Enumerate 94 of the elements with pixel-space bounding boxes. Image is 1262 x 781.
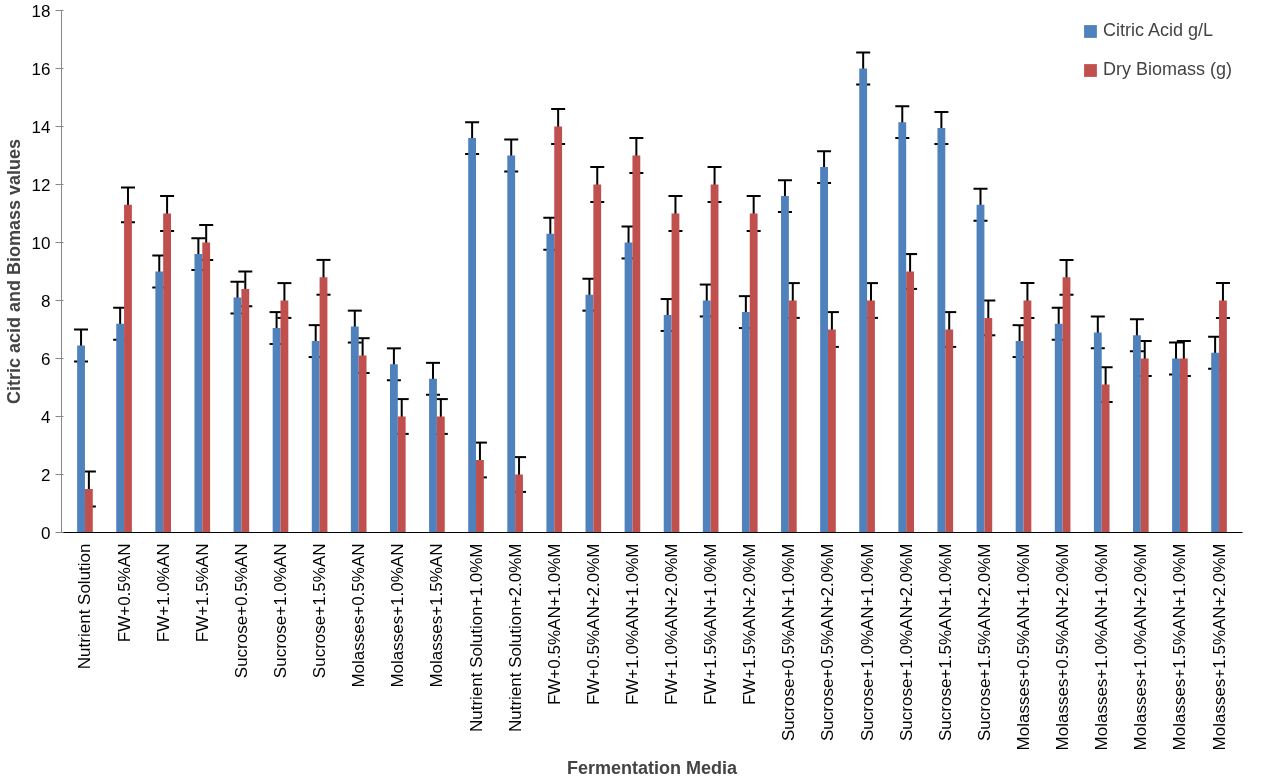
bar <box>116 323 125 533</box>
bar <box>429 378 437 533</box>
bar <box>749 213 758 533</box>
x-tick-label: Sucrose+1.5%AN+2.0%M <box>974 543 994 741</box>
bar <box>515 474 523 533</box>
bar <box>859 68 868 533</box>
x-tick-label: Sucrose+1.5%AN <box>310 543 330 679</box>
bar <box>241 288 250 533</box>
bar <box>1172 358 1180 533</box>
bar <box>827 329 836 533</box>
x-tick-label: Sucrose+1.0%AN+1.0%M <box>857 543 877 741</box>
x-axis-title: Fermentation Media <box>566 758 738 779</box>
bar <box>311 341 320 533</box>
bar <box>1093 332 1102 533</box>
x-tick-label: Molasses+0.5%AN+1.0%M <box>1014 543 1034 751</box>
y-tick-label: 6 <box>41 349 51 369</box>
bar <box>476 460 484 533</box>
x-tick-label: Molasses+0.5%AN+2.0%M <box>1053 543 1073 751</box>
x-tick-label: Molasses+1.5%AN+1.0%M <box>1170 543 1190 751</box>
bar <box>554 126 563 533</box>
bar <box>194 254 203 533</box>
bar <box>124 204 132 533</box>
bar <box>984 317 993 533</box>
x-tick-label: Molasses+1.0%AN+1.0%M <box>1092 543 1112 751</box>
bar <box>1054 323 1063 533</box>
bar <box>945 329 954 533</box>
x-tick-label: FW+1.0%AN+2.0%M <box>662 543 682 706</box>
bar <box>1101 384 1110 533</box>
bar <box>389 364 398 533</box>
x-tick-label: Sucrose+0.5%AN <box>231 543 251 679</box>
x-tick-label: Sucrose+1.0%AN+2.0%M <box>896 543 916 741</box>
bar <box>155 271 164 533</box>
x-tick-label: Nutrient Solution <box>75 543 95 670</box>
bar <box>163 213 171 533</box>
bar <box>77 345 85 533</box>
x-tick-label: FW+1.0%AN <box>153 543 173 643</box>
x-tick-label: Sucrose+0.5%AN+2.0%M <box>818 543 838 741</box>
x-tick-label: Molasses+0.5%AN <box>349 543 369 688</box>
x-tick-label: Sucrose+0.5%AN+1.0%M <box>779 543 799 741</box>
legend-label: Dry Biomass (g) <box>1102 59 1232 80</box>
x-tick-label: Molasses+1.0%AN <box>388 543 408 688</box>
bar <box>468 138 477 533</box>
x-tick-label: Sucrose+1.0%AN <box>270 543 290 679</box>
bar <box>898 122 907 533</box>
bar <box>663 315 672 533</box>
bar <box>867 300 875 533</box>
bar <box>1015 341 1024 533</box>
bar <box>358 355 367 533</box>
y-tick-label: 14 <box>31 117 51 137</box>
bar <box>1140 358 1149 533</box>
y-tick-label: 12 <box>31 175 51 195</box>
bar <box>280 300 289 533</box>
y-tick-label: 16 <box>31 59 51 79</box>
x-tick-label: FW+1.0%AN+1.0%M <box>622 543 642 706</box>
x-tick-label: FW+0.5%AN <box>114 543 134 643</box>
x-tick-label: FW+1.5%AN+2.0%M <box>740 543 760 706</box>
x-tick-label: Molasses+1.5%AN <box>427 543 447 688</box>
x-tick-label: Molasses+1.0%AN+2.0%M <box>1131 543 1151 751</box>
bar <box>1219 300 1227 533</box>
bar <box>202 242 211 533</box>
x-tick-label: FW+1.5%AN <box>192 543 212 643</box>
bar <box>632 155 641 533</box>
x-tick-label: Nutrient Solution+1.0%M <box>466 543 486 733</box>
y-tick-label: 2 <box>41 465 51 485</box>
y-axis-title: Citric acid and Biomass values <box>3 138 24 405</box>
x-tick-label: FW+1.5%AN+1.0%M <box>701 543 721 706</box>
bar <box>820 167 828 533</box>
x-tick-label: FW+0.5%AN+1.0%M <box>544 543 564 706</box>
x-tick-label: FW+0.5%AN+2.0%M <box>583 543 603 706</box>
bar <box>593 184 602 533</box>
bar <box>546 233 555 533</box>
x-tick-label: Sucrose+1.5%AN+1.0%M <box>935 543 955 741</box>
bar <box>937 127 946 533</box>
bar <box>84 489 93 533</box>
bar <box>702 300 711 533</box>
bar <box>1179 358 1188 533</box>
x-tick-label: Molasses+1.5%AN+2.0%M <box>1209 543 1229 751</box>
x-tick-label: Nutrient Solution+2.0%M <box>505 543 525 733</box>
bar <box>436 416 445 533</box>
bar <box>350 326 359 533</box>
bar <box>507 155 516 533</box>
y-tick-label: 0 <box>41 523 51 543</box>
bar <box>788 300 797 533</box>
bar <box>397 416 406 533</box>
bar <box>781 196 789 533</box>
y-tick-label: 4 <box>41 407 51 427</box>
bar <box>741 312 750 533</box>
bar <box>1211 352 1220 533</box>
bar <box>906 271 915 533</box>
y-tick-label: 10 <box>31 233 51 253</box>
bar <box>1133 335 1141 533</box>
legend-label: Citric Acid g/L <box>1102 20 1214 41</box>
y-tick-label: 18 <box>31 1 51 21</box>
y-tick-label: 8 <box>41 291 51 311</box>
